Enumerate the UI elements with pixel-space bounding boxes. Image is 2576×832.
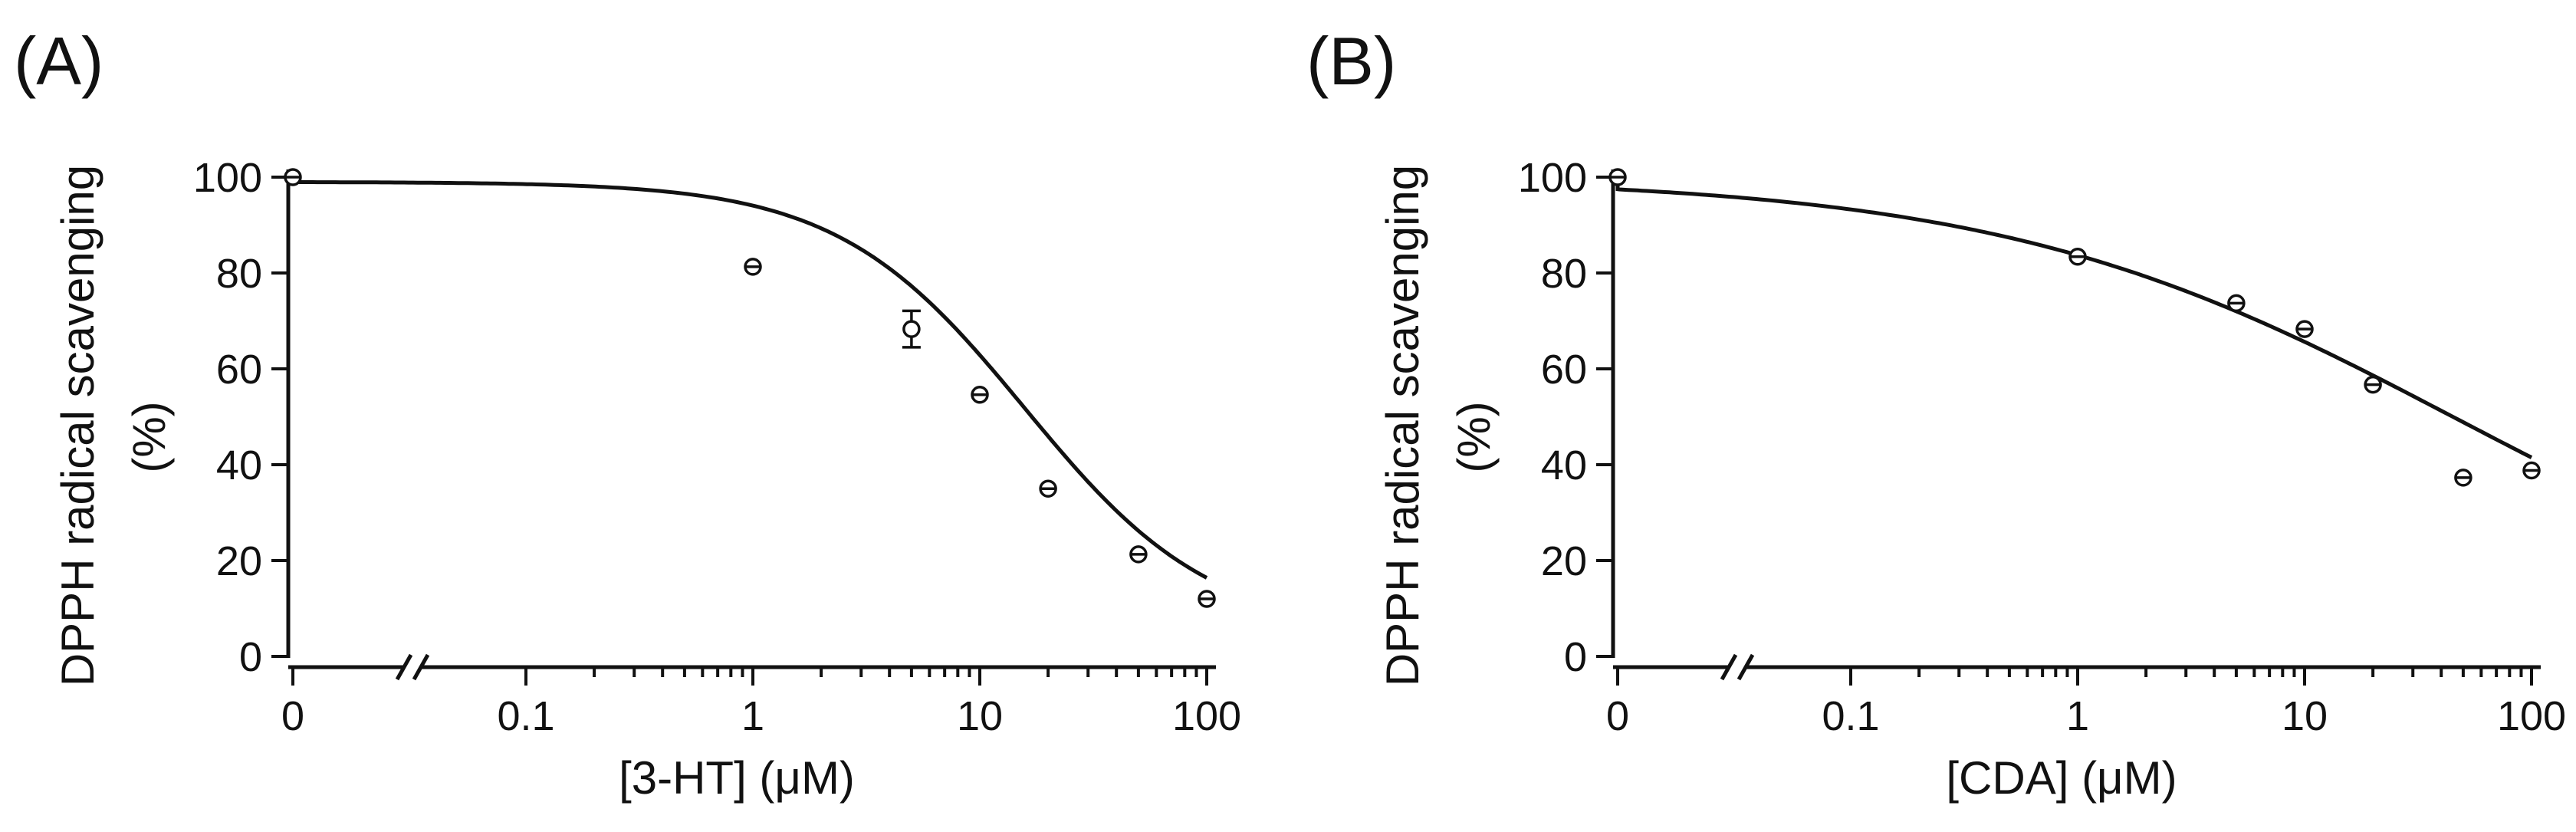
axis-break-mark [412,653,430,681]
y-tick-label: 0 [239,634,262,680]
y-tick-label: 40 [1541,442,1587,488]
y-tick-label: 20 [1541,538,1587,584]
y-tick-label: 80 [216,251,262,297]
fit-curve [1615,183,2533,459]
x-tick-label: 1 [2066,693,2089,739]
x-tick-label: 100 [1172,693,1241,739]
data-point [902,320,921,338]
data-point-group [2522,461,2541,480]
panel-label: (B) [1306,23,1396,99]
panel-label: (A) [14,23,104,99]
y-tick-label: 20 [216,538,262,584]
x-tick-label: 10 [2282,693,2328,739]
y-tick-label: 100 [193,155,262,201]
y-tick-label: 60 [1541,347,1587,393]
y-axis-title-line2: (%) [1448,401,1500,472]
y-axis-title-line1: DPPH radical scavenging [1377,165,1428,686]
data-point-group [1198,590,1216,608]
y-tick-label: 100 [1518,155,1587,201]
chart-panel-a: (A) 0 20 40 60 80 100 0 0.1 1 10 100 [3-HT] (μM) DPPH… [14,23,1241,804]
x-axis-title: [CDA] (μM) [1946,752,2177,804]
fit-curve [291,180,1208,580]
x-tick-label: 10 [957,693,1003,739]
data-point-group [902,309,921,349]
x-tick-label: 0 [1606,693,1629,739]
axis-break-mark [1737,653,1755,681]
x-tick-label: 0.1 [497,693,554,739]
y-tick-label: 0 [1564,634,1587,680]
chart-panel-b: (B) 0 20 40 60 80 100 0 0.1 1 10 100 [CDA] (μM) DPPH … [1306,23,2566,804]
data-point-group [2068,248,2087,266]
y-axis-title-line2: (%) [123,401,175,472]
y-axis-title-line1: DPPH radical scavenging [52,165,104,686]
y-tick-label: 60 [216,347,262,393]
y-tick-label: 40 [216,442,262,488]
x-tick-label: 0.1 [1822,693,1879,739]
data-point-group [1608,168,1627,186]
data-point-group [2227,294,2246,313]
data-point-group [971,386,989,404]
data-point-group [744,258,762,276]
data-point-group [1129,545,1148,564]
data-point-group [2364,375,2382,394]
axis-break-mark [1720,653,1738,681]
y-tick-label: 80 [1541,251,1587,297]
x-axis-title: [3-HT] (μM) [619,752,855,804]
x-tick-label: 100 [2497,693,2566,739]
x-tick-label: 1 [741,693,764,739]
x-tick-label: 0 [281,693,304,739]
data-point-group [2295,320,2314,338]
data-point-group [1039,479,1057,498]
data-point-group [284,168,302,186]
data-point-group [2454,469,2472,487]
axis-break-mark [395,653,413,681]
